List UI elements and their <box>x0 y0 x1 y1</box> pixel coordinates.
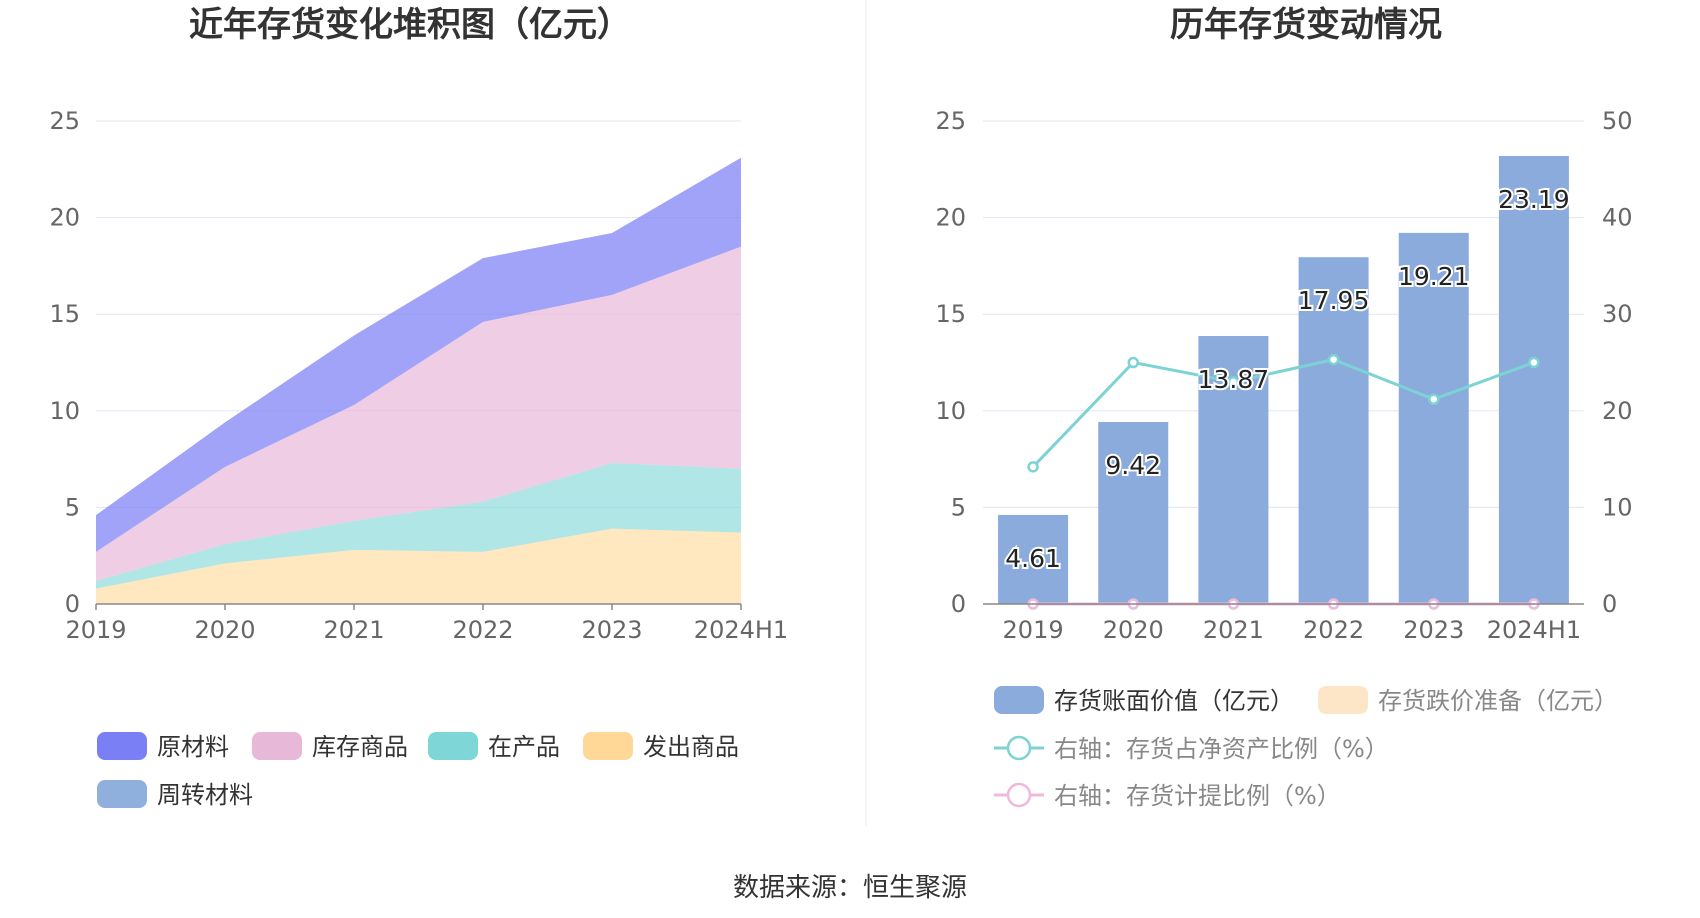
legend-swatch[interactable] <box>994 686 1044 714</box>
stacked-area-chart: 近年存货变化堆积图（亿元） 0 5 10 15 20 25 2019 2020 2021 2022… <box>49 5 788 809</box>
right-x-tick-label: 2019 <box>1003 616 1064 644</box>
right-y-tick-label: 25 <box>935 107 966 135</box>
legend-label[interactable]: 存货账面价值（亿元） <box>1054 687 1294 715</box>
right-y-tick-label: 20 <box>935 204 966 232</box>
right-lines: 4.61 9.42 13.87 17.95 19.21 23.19 <box>1003 183 1572 610</box>
left-y-tick-label: 25 <box>49 107 80 135</box>
bar-inventory-value[interactable] <box>998 514 1069 604</box>
net-asset-ratio-point[interactable] <box>1428 393 1440 405</box>
right-axes: 0 5 10 15 20 25 0 10 20 30 40 50 2019 2020 2021 2022 202… <box>935 107 1632 644</box>
bar-value-label: 13.87 <box>1198 365 1270 394</box>
right-y2-tick-label: 10 <box>1602 493 1633 521</box>
legend-line-marker[interactable] <box>1006 735 1032 761</box>
legend-label[interactable]: 在产品 <box>488 733 560 761</box>
net-asset-ratio-point[interactable] <box>1528 356 1540 369</box>
left-y-tick-label: 20 <box>49 204 80 232</box>
right-grid <box>983 120 1584 508</box>
right-x-tick-label: 2024H1 <box>1487 616 1581 644</box>
right-y2-tick-label: 30 <box>1602 300 1633 328</box>
legend-swatch[interactable] <box>428 732 478 760</box>
right-x-tick-label: 2021 <box>1203 616 1264 644</box>
bar-value-label: 4.61 <box>1005 544 1061 573</box>
net-asset-ratio-point[interactable] <box>1027 461 1039 473</box>
left-x-tick-label: 2021 <box>323 616 384 644</box>
legend-line-marker[interactable] <box>1006 782 1032 808</box>
left-y-tick-label: 15 <box>49 300 80 328</box>
left-chart-title: 近年存货变化堆积图（亿元） <box>189 5 631 45</box>
bar-inventory-value[interactable] <box>1398 232 1469 604</box>
net-asset-ratio-point[interactable] <box>1127 356 1139 369</box>
right-y2-tick-label: 20 <box>1602 397 1633 425</box>
bar-value-label: 9.42 <box>1105 451 1161 480</box>
left-x-tick-label: 2022 <box>452 616 513 644</box>
legend-label[interactable]: 库存商品 <box>312 733 408 761</box>
right-y-tick-label: 10 <box>935 397 966 425</box>
net-asset-ratio-line <box>1031 358 1535 468</box>
area-series-在产品 <box>96 462 741 589</box>
left-x-tick-label: 2024H1 <box>694 616 788 644</box>
area-series-原材料 <box>96 157 741 552</box>
bar-inventory-value[interactable] <box>1298 257 1369 604</box>
bar-value-label: 19.21 <box>1398 262 1470 291</box>
legend-swatch[interactable] <box>97 732 147 760</box>
left-y-tick-label: 10 <box>49 397 80 425</box>
legend-swatch[interactable] <box>252 732 302 760</box>
right-y2-tick-label: 40 <box>1602 204 1633 232</box>
right-y2-tick-label: 0 <box>1602 590 1617 618</box>
left-x-tick-label: 2023 <box>581 616 642 644</box>
left-axes: 0 5 10 15 20 25 2019 2020 2021 2022 2023 2024H1 <box>49 107 788 644</box>
data-source: 数据来源：恒生聚源 <box>733 873 967 903</box>
legend-label[interactable]: 右轴：存货占净资产比例（%） <box>1054 735 1389 763</box>
right-bars <box>998 155 1569 605</box>
right-chart-title: 历年存货变动情况 <box>1170 5 1442 45</box>
legend-swatch[interactable] <box>97 780 147 808</box>
legend-swatch[interactable] <box>1318 686 1368 714</box>
left-y-tick-label: 5 <box>65 493 80 521</box>
legend-label[interactable]: 周转材料 <box>157 781 253 809</box>
bar-value-label: 23.19 <box>1498 185 1570 214</box>
legend-label[interactable]: 发出商品 <box>643 733 739 761</box>
bar-inventory-value[interactable] <box>1098 422 1169 604</box>
net-asset-ratio-point[interactable] <box>1227 376 1240 388</box>
bar-line-chart: 历年存货变动情况 4.61 9.42 13.87 17.95 19.21 23.19 0 5… <box>935 5 1632 810</box>
left-areas <box>96 157 741 604</box>
legend-label[interactable]: 原材料 <box>157 733 229 761</box>
right-y-tick-label: 0 <box>951 590 966 618</box>
legend-swatch[interactable] <box>583 732 633 760</box>
legend-label[interactable]: 存货跌价准备（亿元） <box>1378 687 1618 715</box>
right-y-tick-label: 5 <box>951 493 966 521</box>
right-legend[interactable]: 存货账面价值（亿元） 存货跌价准备（亿元） 右轴：存货占净资产比例（%） 右轴：存货计… <box>994 686 1618 810</box>
area-series-库存商品 <box>96 246 741 581</box>
bar-value-label: 17.95 <box>1298 286 1370 315</box>
right-y-tick-label: 15 <box>935 300 966 328</box>
area-series-发出商品 <box>96 528 741 604</box>
left-x-tick-label: 2020 <box>194 616 255 644</box>
legend-label[interactable]: 右轴：存货计提比例（%） <box>1054 782 1341 810</box>
left-x-tick-label: 2019 <box>65 616 126 644</box>
right-x-tick-label: 2020 <box>1103 616 1164 644</box>
right-x-tick-label: 2022 <box>1303 616 1364 644</box>
right-y2-tick-label: 50 <box>1602 107 1633 135</box>
bar-inventory-value[interactable] <box>1498 155 1569 605</box>
right-x-tick-label: 2023 <box>1403 616 1464 644</box>
net-asset-ratio-point[interactable] <box>1327 353 1340 366</box>
left-y-tick-label: 0 <box>65 590 80 618</box>
